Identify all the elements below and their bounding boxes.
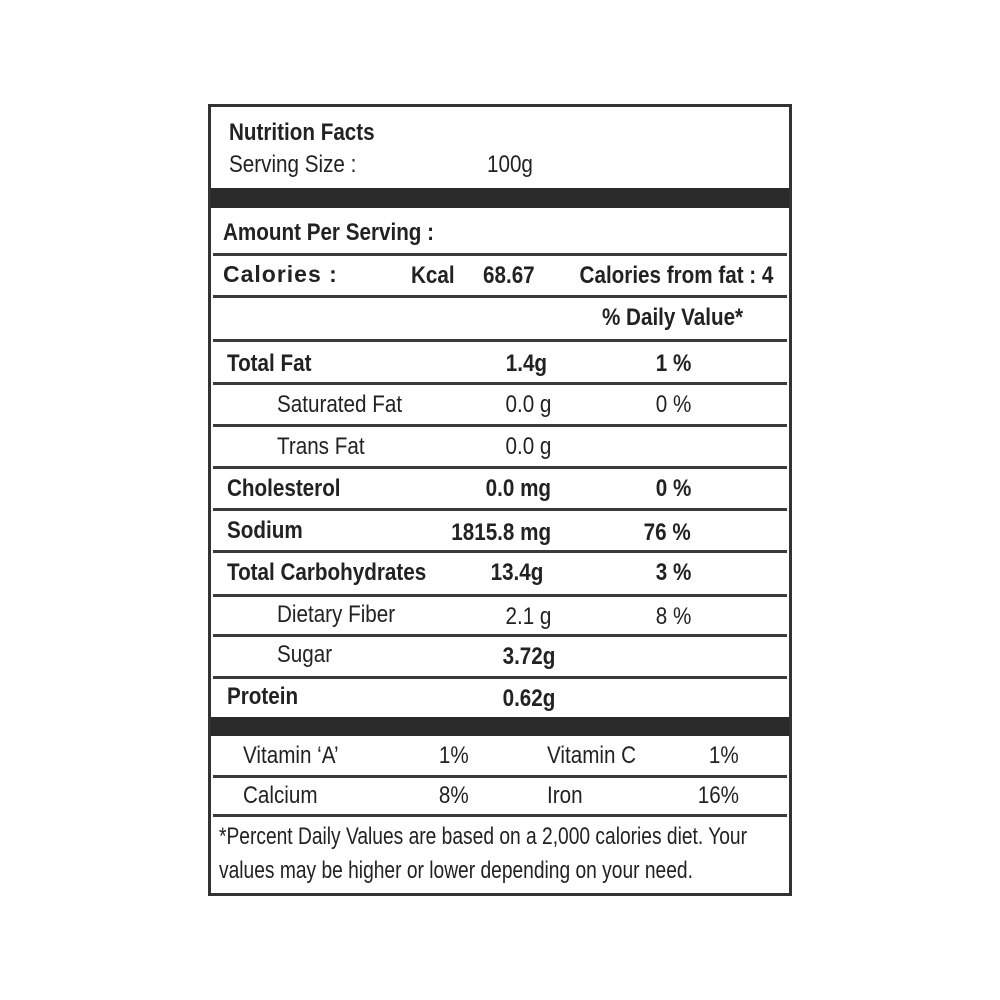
- calories-label: Calories :: [223, 261, 338, 287]
- vitamin-name: Calcium: [243, 782, 318, 809]
- serving-size-label: Serving Size :: [229, 151, 357, 178]
- nutrient-amount: 0.0 g: [505, 391, 551, 418]
- nutrient-dv: 1 %: [655, 350, 691, 377]
- footnote: *Percent Daily Values are based on a 2,0…: [213, 814, 787, 894]
- nutrient-name: Protein: [227, 683, 299, 710]
- nutrient-row: Protein 0.62g: [213, 676, 787, 715]
- serving-size-value: 100g: [487, 151, 533, 178]
- nutrient-row: Trans Fat 0.0 g: [213, 424, 787, 467]
- nutrient-row: Sodium 1815.8 mg 76 %: [213, 508, 787, 551]
- vitamin-name: Vitamin ‘A’: [243, 742, 339, 769]
- nutrient-amount: 0.62g: [502, 685, 555, 712]
- vitamin-row: Vitamin ‘A’ 1% Vitamin C 1%: [213, 736, 787, 773]
- nutrient-amount: 13.4g: [490, 559, 543, 586]
- nutrient-name: Saturated Fat: [277, 391, 403, 418]
- nutrient-amount: 0.0 mg: [485, 475, 551, 502]
- calories-value: 68.67: [483, 262, 535, 289]
- vitamin-name: Iron: [547, 782, 583, 809]
- thick-divider: [211, 188, 789, 208]
- nutrient-dv: 0 %: [655, 475, 691, 502]
- nutrient-dv: 8 %: [655, 603, 691, 630]
- calories-row: Calories : Kcal 68.67 Calories from fat …: [213, 253, 787, 296]
- nutrient-row: Saturated Fat 0.0 g 0 %: [213, 382, 787, 425]
- amount-per-serving: Amount Per Serving :: [223, 219, 435, 246]
- nutrient-amount: 1815.8 mg: [451, 519, 551, 546]
- calories-from-fat: Calories from fat : 4: [579, 262, 773, 289]
- nutrient-row: Dietary Fiber 2.1 g 8 %: [213, 594, 787, 635]
- vitamin-name: Vitamin C: [547, 742, 637, 769]
- nutrient-amount: 0.0 g: [505, 433, 551, 460]
- label-title: Nutrition Facts: [229, 119, 375, 146]
- footnote-line-1: *Percent Daily Values are based on a 2,0…: [219, 823, 747, 850]
- vitamin-value: 8%: [439, 782, 469, 809]
- vitamin-value: 1%: [439, 742, 469, 769]
- nutrient-name: Total Carbohydrates: [227, 559, 427, 586]
- daily-value-header-row: % Daily Value*: [213, 295, 787, 340]
- calories-unit: Kcal: [411, 262, 455, 289]
- vitamin-row: Calcium 8% Iron 16%: [213, 775, 787, 815]
- nutrient-name: Cholesterol: [227, 475, 341, 502]
- nutrient-amount: 1.4g: [505, 350, 547, 377]
- nutrient-dv: 3 %: [655, 559, 691, 586]
- footnote-line-2: values may be higher or lower depending …: [219, 857, 693, 884]
- nutrient-dv: 0 %: [655, 391, 691, 418]
- nutrition-facts-label: Nutrition Facts Serving Size : 100g Amou…: [208, 104, 792, 896]
- nutrient-row: Cholesterol 0.0 mg 0 %: [213, 466, 787, 509]
- nutrient-name: Sodium: [227, 517, 303, 544]
- nutrient-row: Total Carbohydrates 13.4g 3 %: [213, 550, 787, 593]
- nutrient-amount: 2.1 g: [505, 603, 551, 630]
- daily-value-header: % Daily Value*: [601, 304, 743, 331]
- vitamin-value: 16%: [697, 782, 739, 809]
- vitamin-value: 1%: [709, 742, 739, 769]
- nutrient-name: Sugar: [277, 641, 333, 668]
- nutrient-dv: 76 %: [643, 519, 691, 546]
- nutrient-name: Trans Fat: [277, 433, 365, 460]
- nutrient-row: Total Fat 1.4g 1 %: [213, 339, 787, 382]
- nutrient-amount: 3.72g: [502, 643, 555, 670]
- thick-divider: [211, 717, 789, 736]
- nutrient-row: Sugar 3.72g: [213, 634, 787, 677]
- nutrient-name: Total Fat: [227, 350, 312, 377]
- nutrient-name: Dietary Fiber: [277, 601, 396, 628]
